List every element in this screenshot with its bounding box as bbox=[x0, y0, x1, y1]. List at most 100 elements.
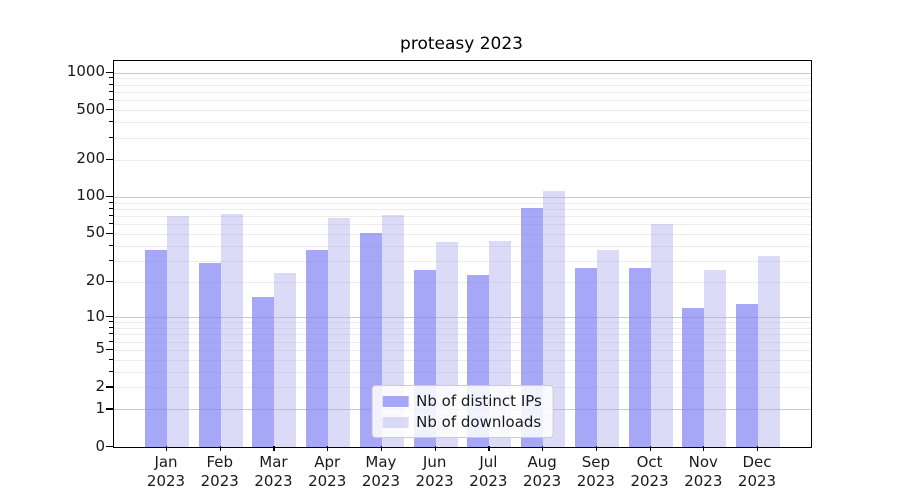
bar-distinct-ips-mar bbox=[252, 296, 275, 447]
bar-distinct-ips-apr bbox=[306, 249, 329, 447]
x-tick-label: Nov 2023 bbox=[684, 453, 723, 490]
y-minor-tick-mark bbox=[109, 214, 113, 216]
x-tick-label: May 2023 bbox=[361, 453, 400, 490]
y-tick-mark bbox=[106, 386, 113, 388]
y-minor-tick-mark bbox=[109, 201, 113, 203]
x-tick-label: Aug 2023 bbox=[523, 453, 562, 490]
y-minor-tick-mark bbox=[109, 99, 113, 101]
gridline-minor bbox=[114, 322, 811, 324]
bar-distinct-ips-jan bbox=[145, 249, 167, 447]
y-minor-tick-mark bbox=[109, 370, 113, 372]
y-tick-label: 1 bbox=[95, 398, 105, 417]
y-tick-mark bbox=[106, 195, 113, 198]
x-tick-label: Apr 2023 bbox=[308, 453, 347, 490]
gridline-major bbox=[114, 72, 811, 74]
bar-downloads-aug bbox=[543, 191, 566, 447]
y-tick-mark bbox=[106, 71, 113, 73]
gridline-minor bbox=[114, 359, 811, 361]
x-tick-mark bbox=[757, 446, 759, 451]
y-tick-label: 10 bbox=[85, 306, 105, 325]
y-minor-tick-mark bbox=[109, 83, 113, 85]
x-tick-mark bbox=[703, 446, 705, 451]
gridline-minor bbox=[114, 208, 811, 210]
y-tick-label: 1000 bbox=[66, 62, 105, 81]
gridline-minor bbox=[114, 100, 811, 102]
x-tick-mark bbox=[434, 446, 436, 451]
bar-downloads-jan bbox=[167, 215, 189, 447]
gridline-minor bbox=[114, 341, 811, 343]
gridline-minor bbox=[114, 202, 811, 204]
y-minor-tick-mark bbox=[109, 90, 113, 92]
bar-downloads-mar bbox=[274, 272, 297, 447]
legend-label-downloads: Nb of downloads bbox=[416, 413, 542, 431]
legend-entry: Nb of distinct IPs bbox=[382, 393, 542, 409]
y-tick-label: 100 bbox=[76, 186, 105, 205]
gridline-minor bbox=[114, 91, 811, 93]
y-minor-tick-mark bbox=[109, 207, 113, 209]
gridline-major bbox=[114, 196, 811, 198]
y-minor-tick-mark bbox=[109, 77, 113, 79]
y-minor-tick-mark bbox=[109, 333, 113, 335]
y-minor-tick-mark bbox=[109, 136, 113, 138]
gridline-minor bbox=[114, 371, 811, 373]
legend-swatch-distinct-ips bbox=[382, 395, 409, 407]
x-tick-mark bbox=[488, 446, 490, 451]
y-minor-tick-mark bbox=[109, 223, 113, 225]
y-tick-mark bbox=[106, 232, 113, 235]
x-tick-label: Jun 2023 bbox=[415, 453, 454, 490]
bar-distinct-ips-dec bbox=[736, 303, 759, 447]
gridline-minor bbox=[114, 78, 811, 80]
y-minor-tick-mark bbox=[109, 244, 113, 246]
gridline-minor bbox=[114, 84, 811, 86]
gridline-minor bbox=[114, 137, 811, 139]
bar-downloads-sep bbox=[596, 249, 619, 447]
gridline-minor bbox=[114, 260, 811, 262]
x-tick-label: Oct 2023 bbox=[630, 453, 669, 490]
y-minor-tick-mark bbox=[109, 259, 113, 261]
y-tick-mark bbox=[106, 446, 113, 448]
gridline-minor bbox=[114, 122, 811, 124]
x-tick-mark bbox=[542, 446, 544, 451]
x-tick-label: Feb 2023 bbox=[200, 453, 239, 490]
x-tick-label: Jan 2023 bbox=[146, 453, 186, 490]
x-tick-label: Sep 2023 bbox=[576, 453, 615, 490]
y-tick-label: 0 bbox=[95, 436, 105, 455]
y-tick-mark bbox=[106, 109, 113, 111]
gridline-minor bbox=[114, 224, 811, 226]
plot-area: Nb of distinct IPs Nb of downloads bbox=[113, 60, 812, 448]
bar-distinct-ips-oct bbox=[628, 268, 651, 447]
legend-label-distinct-ips: Nb of distinct IPs bbox=[416, 392, 542, 410]
gridline-minor bbox=[114, 233, 811, 235]
y-tick-label: 5 bbox=[95, 339, 105, 358]
legend: Nb of distinct IPs Nb of downloads bbox=[371, 385, 554, 438]
y-minor-tick-mark bbox=[109, 121, 113, 123]
x-tick-label: Mar 2023 bbox=[254, 453, 293, 490]
y-tick-mark bbox=[106, 348, 113, 351]
x-tick-mark bbox=[166, 446, 168, 451]
y-tick-label: 50 bbox=[85, 223, 105, 242]
legend-swatch-downloads bbox=[382, 416, 409, 428]
y-tick-mark bbox=[106, 158, 113, 160]
y-minor-tick-mark bbox=[109, 326, 113, 328]
gridline-minor bbox=[114, 159, 811, 161]
bar-downloads-apr bbox=[328, 218, 351, 447]
gridline-minor bbox=[114, 349, 811, 351]
legend-entry: Nb of downloads bbox=[382, 414, 542, 430]
bar-downloads-dec bbox=[758, 255, 781, 447]
x-tick-label: Dec 2023 bbox=[737, 453, 777, 490]
x-tick-mark bbox=[273, 446, 275, 451]
y-tick-label: 500 bbox=[76, 99, 105, 118]
y-tick-label: 20 bbox=[85, 271, 105, 290]
bar-downloads-feb bbox=[220, 213, 243, 447]
x-tick-mark bbox=[327, 446, 329, 451]
x-tick-mark bbox=[219, 446, 221, 451]
y-tick-label: 200 bbox=[76, 149, 105, 168]
y-minor-tick-mark bbox=[109, 358, 113, 360]
y-tick-mark bbox=[106, 408, 113, 410]
chart-title: proteasy 2023 bbox=[400, 34, 523, 54]
y-minor-tick-mark bbox=[109, 321, 113, 323]
bar-downloads-oct bbox=[650, 224, 673, 447]
x-tick-mark bbox=[649, 446, 651, 451]
gridline-major bbox=[114, 317, 811, 319]
